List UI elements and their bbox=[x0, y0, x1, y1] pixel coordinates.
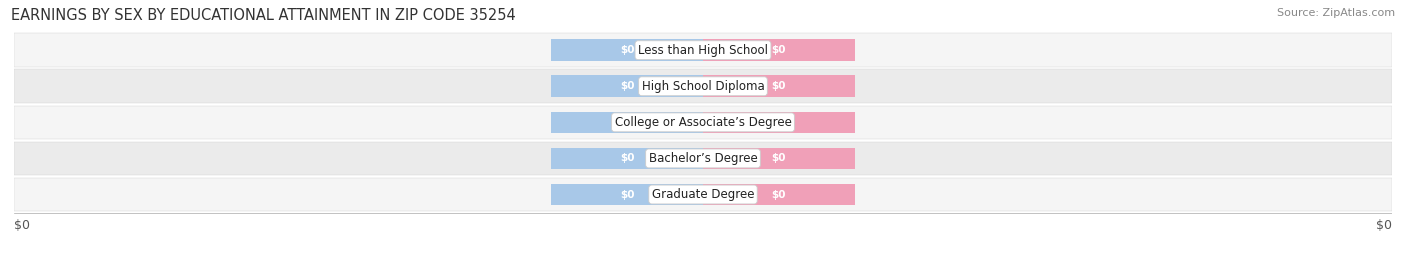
Bar bbox=[551, 184, 703, 205]
Text: Bachelor’s Degree: Bachelor’s Degree bbox=[648, 152, 758, 165]
Bar bbox=[14, 178, 1392, 211]
Text: Graduate Degree: Graduate Degree bbox=[652, 188, 754, 201]
Text: $0: $0 bbox=[1376, 219, 1392, 232]
Bar bbox=[703, 39, 855, 61]
Text: $0: $0 bbox=[772, 81, 786, 91]
Bar bbox=[703, 76, 855, 97]
Text: High School Diploma: High School Diploma bbox=[641, 80, 765, 93]
Text: $0: $0 bbox=[772, 45, 786, 55]
Bar bbox=[14, 69, 1392, 103]
Text: $0: $0 bbox=[772, 189, 786, 199]
Bar bbox=[551, 111, 703, 133]
Bar bbox=[551, 39, 703, 61]
Text: $0: $0 bbox=[620, 153, 634, 163]
Bar bbox=[14, 34, 1392, 67]
Text: EARNINGS BY SEX BY EDUCATIONAL ATTAINMENT IN ZIP CODE 35254: EARNINGS BY SEX BY EDUCATIONAL ATTAINMEN… bbox=[11, 8, 516, 23]
Text: $0: $0 bbox=[772, 117, 786, 127]
Bar bbox=[551, 76, 703, 97]
Text: Source: ZipAtlas.com: Source: ZipAtlas.com bbox=[1277, 8, 1395, 18]
Bar bbox=[703, 148, 855, 169]
Text: Less than High School: Less than High School bbox=[638, 44, 768, 57]
Bar bbox=[703, 184, 855, 205]
Text: $0: $0 bbox=[772, 153, 786, 163]
Text: $0: $0 bbox=[14, 219, 30, 232]
Bar bbox=[551, 148, 703, 169]
Bar bbox=[703, 111, 855, 133]
Bar bbox=[14, 106, 1392, 139]
Text: $0: $0 bbox=[620, 81, 634, 91]
Text: $0: $0 bbox=[620, 117, 634, 127]
Text: $0: $0 bbox=[620, 189, 634, 199]
Bar bbox=[14, 142, 1392, 175]
Text: College or Associate’s Degree: College or Associate’s Degree bbox=[614, 116, 792, 129]
Text: $0: $0 bbox=[620, 45, 634, 55]
